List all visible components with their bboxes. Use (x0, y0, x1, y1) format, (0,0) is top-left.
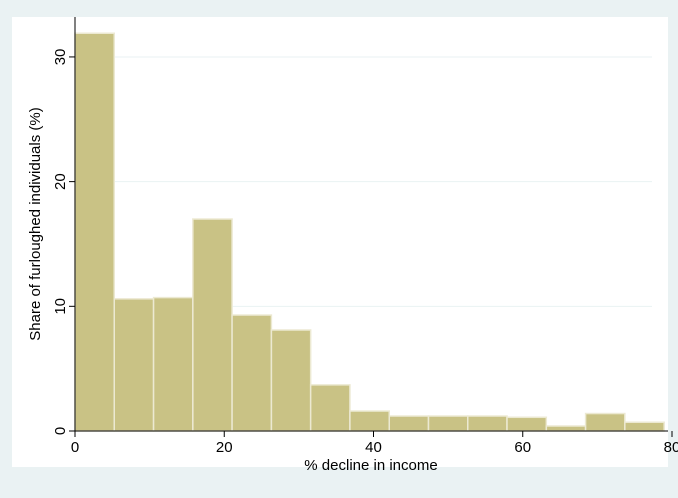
histogram-bar (74, 32, 116, 432)
histogram-bar (152, 296, 194, 432)
y-tick-label: 30 (52, 49, 69, 66)
histogram-bar (427, 415, 469, 432)
x-axis-ticks: 0 20 40 60 80 (71, 431, 678, 456)
y-tick-label: 10 (52, 298, 69, 315)
histogram-bar (270, 329, 312, 432)
histogram-bar (349, 410, 390, 432)
y-tick-label: 0 (52, 427, 69, 435)
histogram-bar (506, 416, 548, 432)
x-axis-title: % decline in income (304, 457, 437, 474)
axes (74, 17, 668, 432)
histogram-bar (545, 425, 587, 432)
y-axis-title: Share of furloughed individuals (%) (27, 107, 44, 340)
histogram-bar (192, 218, 233, 432)
histogram-bars (74, 32, 665, 432)
x-tick-label: 20 (216, 439, 233, 456)
histogram-bar (584, 412, 626, 432)
y-tick-label: 20 (52, 173, 69, 190)
histogram-bar (231, 314, 273, 432)
histogram-bar (624, 421, 665, 432)
histogram-bar (388, 415, 430, 432)
histogram-bar (309, 384, 351, 432)
x-tick-label: 80 (664, 439, 678, 456)
x-tick-label: 60 (514, 439, 531, 456)
x-tick-label: 40 (365, 439, 382, 456)
x-tick-label: 0 (71, 439, 79, 456)
histogram-bar (113, 298, 155, 432)
y-axis-ticks: 0 10 20 30 (52, 49, 75, 435)
histogram-bar (467, 415, 508, 432)
